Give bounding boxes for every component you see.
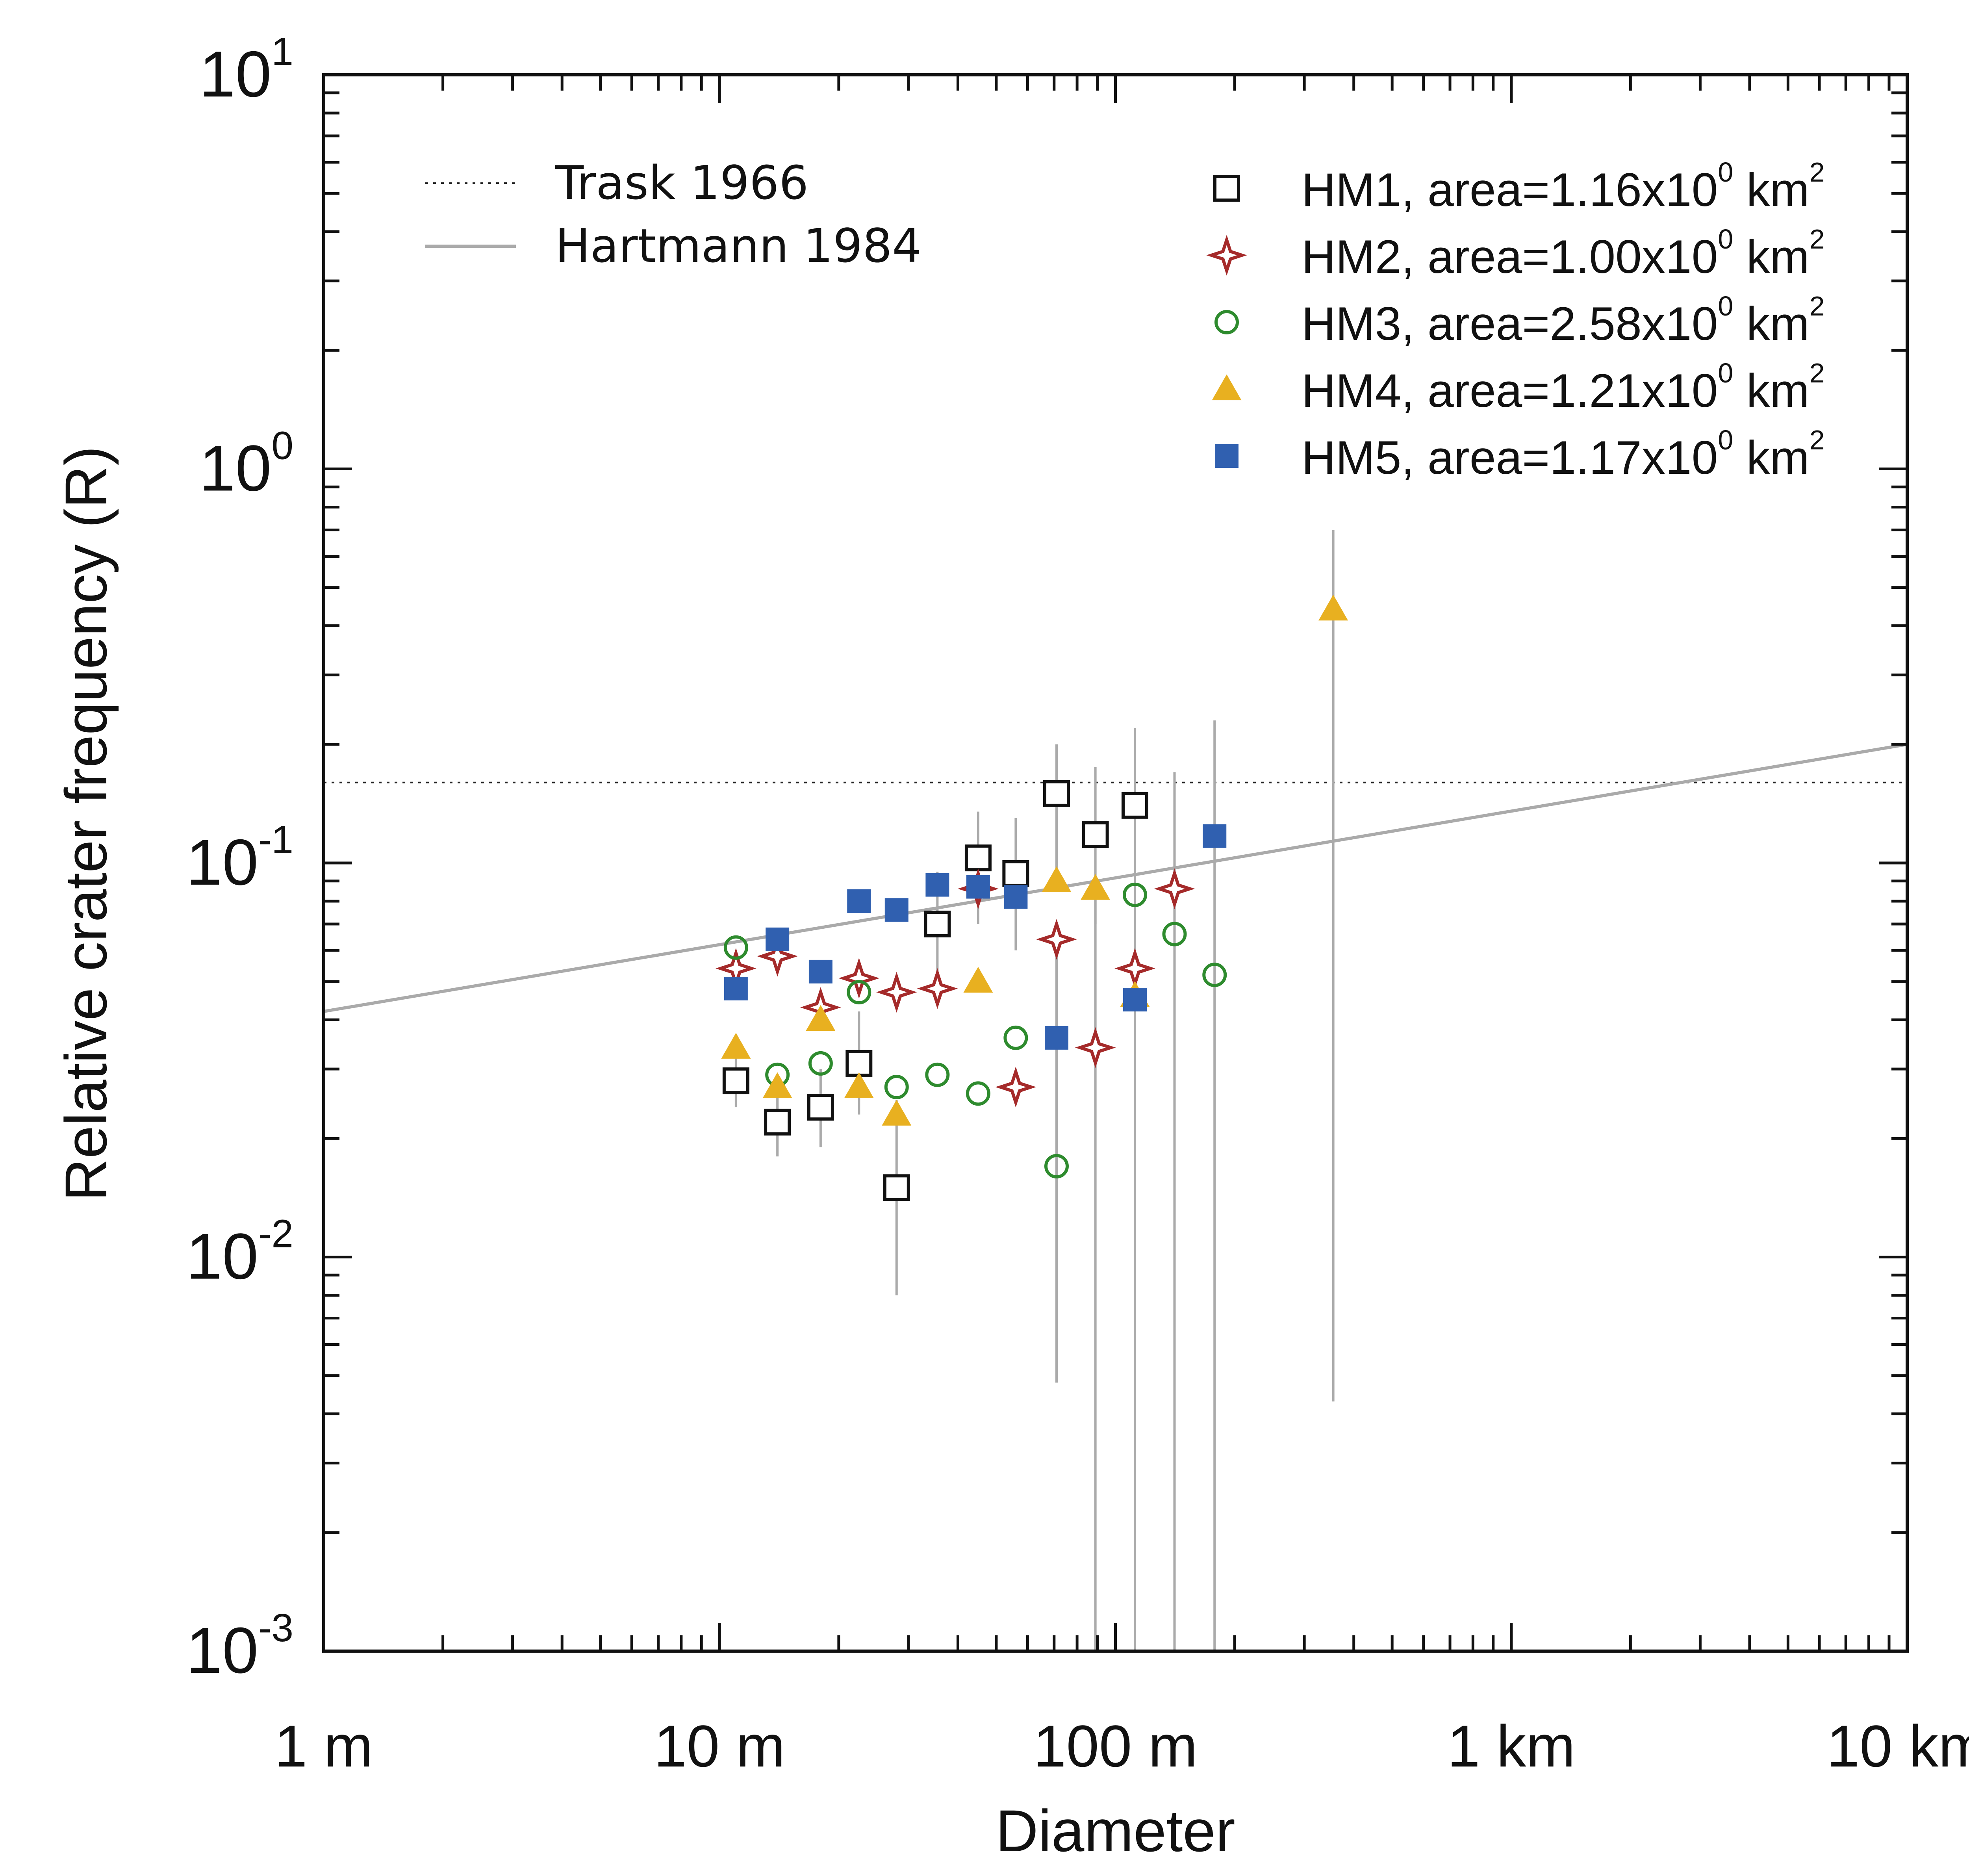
marker-hm1 (1121, 792, 1148, 819)
marker-hm5 (1123, 987, 1147, 1011)
legend-label-hm1: HM1, area=1.16x100 km2 (1302, 157, 1825, 216)
x-tick-label: 1 m (274, 1713, 373, 1779)
x-tick-label: 10 km (1827, 1713, 1969, 1779)
marker-hm1 (964, 844, 992, 872)
marker-hm1 (1002, 860, 1029, 887)
marker-hm4 (1081, 874, 1111, 900)
x-tick-label: 1 km (1447, 1713, 1575, 1779)
marker-hm5 (1044, 1026, 1068, 1050)
legend-marker-hm3 (1214, 310, 1239, 334)
marker-hm3 (1202, 963, 1227, 987)
marker-hm3 (723, 935, 748, 960)
marker-hm3 (1003, 1025, 1028, 1050)
marker-hm5 (925, 873, 949, 897)
marker-hm1 (924, 910, 951, 937)
axis-ticks (322, 73, 1909, 1653)
x-tick-label: 100 m (1033, 1713, 1198, 1779)
marker-hm3 (1044, 1154, 1069, 1178)
error-bars (734, 530, 1335, 1651)
marker-hm3 (925, 1062, 950, 1087)
legend-label-2: Hartmann 1984 (555, 219, 921, 273)
x-axis-title: Diameter (996, 1798, 1235, 1864)
reference-legend: Trask 1966 Hartmann 1984 (425, 156, 921, 273)
reference-lines (323, 742, 1908, 1013)
marker-hm4 (1318, 594, 1348, 621)
marker-hm4 (721, 1033, 751, 1059)
y-tick-labels: 101 100 10-1 10-2 10-3 (186, 30, 293, 1687)
legend-label-hm3: HM3, area=2.58x100 km2 (1302, 291, 1825, 350)
marker-hm1 (883, 1174, 910, 1201)
marker-hm4 (963, 967, 993, 993)
y-tick-label: 100 (199, 424, 293, 505)
marker-hm5 (808, 959, 832, 983)
reference-line-2 (323, 742, 1908, 1013)
marker-hm2 (1114, 948, 1155, 989)
marker-hm5 (884, 898, 908, 922)
marker-hm3 (1122, 882, 1147, 907)
marker-hm2 (1154, 868, 1195, 909)
marker-hm1 (1082, 821, 1109, 848)
series-legend: HM1, area=1.16x100 km2 HM2, area=1.00x100… (1206, 157, 1825, 484)
marker-hm5 (1004, 885, 1028, 909)
marker-hm1 (845, 1050, 873, 1077)
legend-marker-hm4 (1212, 374, 1242, 401)
marker-hm1 (807, 1094, 834, 1121)
marker-hm1 (1043, 780, 1070, 807)
marker-hm2 (1036, 919, 1077, 960)
legend-label-hm2: HM2, area=1.00x100 km2 (1302, 224, 1825, 283)
y-tick-label: 10-1 (186, 818, 293, 898)
legend-marker-hm1 (1213, 175, 1240, 202)
marker-hm2 (995, 1067, 1036, 1108)
legend-marker-hm5 (1215, 444, 1239, 468)
y-tick-label: 101 (199, 30, 293, 110)
y-tick-label: 10-2 (186, 1212, 293, 1293)
marker-hm4 (1042, 866, 1072, 892)
marker-hm2 (876, 972, 917, 1013)
marker-hm2 (757, 935, 798, 977)
legend-marker-hm2 (1206, 235, 1247, 276)
legend-label-hm5: HM5, area=1.17x100 km2 (1302, 425, 1825, 484)
marker-hm1 (764, 1108, 791, 1136)
marker-hm3 (884, 1074, 909, 1099)
marker-hm4 (762, 1072, 792, 1099)
marker-hm5 (847, 889, 871, 913)
marker-hm3 (1162, 922, 1187, 946)
data-markers (715, 594, 1348, 1201)
marker-hm2 (1075, 1027, 1116, 1068)
marker-hm5 (966, 875, 990, 899)
marker-hm1 (722, 1067, 749, 1095)
x-tick-labels: 1 m 10 m 100 m 1 km 10 km (274, 1713, 1969, 1779)
marker-hm4 (844, 1072, 874, 1099)
marker-hm5 (766, 927, 790, 951)
marker-hm2 (917, 968, 958, 1009)
marker-hm4 (806, 1005, 836, 1031)
marker-hm5 (1203, 824, 1227, 848)
legend-label-1: Trask 1966 (555, 156, 808, 210)
y-tick-label: 10-3 (186, 1606, 293, 1687)
marker-hm3 (847, 980, 871, 1005)
marker-hm5 (724, 976, 748, 1000)
legend-label-hm4: HM4, area=1.21x100 km2 (1302, 358, 1825, 417)
marker-hm3 (966, 1081, 990, 1106)
y-axis-title: Relative crater frequency (R) (53, 446, 119, 1201)
x-tick-label: 10 m (654, 1713, 785, 1779)
marker-hm3 (808, 1051, 833, 1076)
marker-hm2 (838, 957, 880, 999)
marker-hm4 (882, 1100, 912, 1126)
